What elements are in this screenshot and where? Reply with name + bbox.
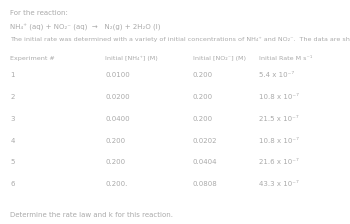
Text: Experiment #: Experiment #	[10, 56, 55, 61]
Text: 43.3 x 10⁻⁷: 43.3 x 10⁻⁷	[259, 181, 299, 187]
Text: 0.0200: 0.0200	[105, 94, 130, 100]
Text: 0.0100: 0.0100	[105, 72, 130, 78]
Text: 0.200.: 0.200.	[105, 181, 127, 187]
Text: Initial Rate M s⁻¹: Initial Rate M s⁻¹	[259, 56, 312, 61]
Text: 6: 6	[10, 181, 15, 187]
Text: 3: 3	[10, 116, 15, 122]
Text: 5.4 x 10⁻⁷: 5.4 x 10⁻⁷	[259, 72, 294, 78]
Text: 0.0400: 0.0400	[105, 116, 130, 122]
Text: NH₄⁺ (aq) + NO₂⁻ (aq)  →   N₂(g) + 2H₂O (l): NH₄⁺ (aq) + NO₂⁻ (aq) → N₂(g) + 2H₂O (l)	[10, 24, 161, 31]
Text: 1: 1	[10, 72, 15, 78]
Text: 0.200: 0.200	[193, 94, 213, 100]
Text: 4: 4	[10, 138, 15, 144]
Text: 0.0202: 0.0202	[193, 138, 217, 144]
Text: 21.5 x 10⁻⁷: 21.5 x 10⁻⁷	[259, 116, 299, 122]
Text: 0.200: 0.200	[105, 138, 125, 144]
Text: 5: 5	[10, 159, 15, 166]
Text: 0.200: 0.200	[105, 159, 125, 166]
Text: The initial rate was determined with a variety of initial concentrations of NH₄⁺: The initial rate was determined with a v…	[10, 37, 350, 42]
Text: 0.200: 0.200	[193, 72, 213, 78]
Text: 10.8 x 10⁻⁷: 10.8 x 10⁻⁷	[259, 138, 299, 144]
Text: Initial [NO₂⁻] (M): Initial [NO₂⁻] (M)	[193, 56, 245, 61]
Text: 2: 2	[10, 94, 15, 100]
Text: 10.8 x 10⁻⁷: 10.8 x 10⁻⁷	[259, 94, 299, 100]
Text: Determine the rate law and k for this reaction.: Determine the rate law and k for this re…	[10, 212, 174, 218]
Text: For the reaction:: For the reaction:	[10, 10, 68, 16]
Text: 0.0808: 0.0808	[193, 181, 217, 187]
Text: 0.200: 0.200	[193, 116, 213, 122]
Text: 21.6 x 10⁻⁷: 21.6 x 10⁻⁷	[259, 159, 299, 166]
Text: Initial [NH₄⁺] (M): Initial [NH₄⁺] (M)	[105, 56, 158, 61]
Text: 0.0404: 0.0404	[193, 159, 217, 166]
